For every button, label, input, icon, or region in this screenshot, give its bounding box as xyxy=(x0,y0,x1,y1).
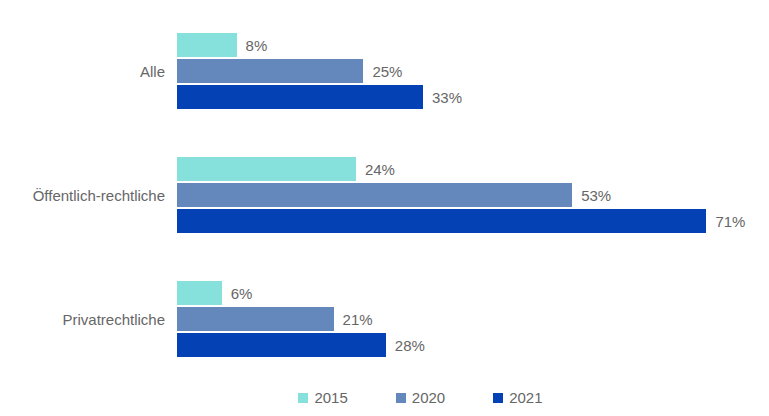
bar-2021-alle[interactable] xyxy=(177,85,423,109)
bar-2021-ffentlich-rechtliche[interactable] xyxy=(177,209,706,233)
value-label: 24% xyxy=(365,161,395,178)
category-group-alle: Alle 8% 25% 33% xyxy=(0,33,745,109)
value-label: 8% xyxy=(246,37,268,54)
legend-label: 2021 xyxy=(509,389,542,406)
value-label: 71% xyxy=(715,213,745,230)
bar-row: 8% xyxy=(177,33,462,57)
value-label: 21% xyxy=(343,311,373,328)
category-label: Öffentlich-rechtliche xyxy=(0,187,165,204)
legend-item-2015[interactable]: 2015 xyxy=(298,389,347,406)
category-group-privatrechtliche: Privatrechtliche 6% 21% 28% xyxy=(0,281,745,357)
bar-rows: 6% 21% 28% xyxy=(177,281,425,357)
bar-row: 33% xyxy=(177,85,462,109)
category-label: Alle xyxy=(0,63,165,80)
bar-row: 24% xyxy=(177,157,745,181)
bar-row: 53% xyxy=(177,183,745,207)
report-canvas: Alle 8% 25% 33% Öffentlich-rechtliche 24% 53% 7… xyxy=(0,0,769,416)
bar-2015-privatrechtliche[interactable] xyxy=(177,281,222,305)
bar-rows: 8% 25% 33% xyxy=(177,33,462,109)
category-group-ffentlich-rechtliche: Öffentlich-rechtliche 24% 53% 71% xyxy=(0,157,745,233)
bar-2020-ffentlich-rechtliche[interactable] xyxy=(177,183,572,207)
value-label: 53% xyxy=(581,187,611,204)
legend-label: 2020 xyxy=(412,389,445,406)
bar-row: 6% xyxy=(177,281,425,305)
value-label: 6% xyxy=(231,285,253,302)
legend-swatch-2021 xyxy=(493,393,503,403)
bar-row: 25% xyxy=(177,59,462,83)
bar-2015-alle[interactable] xyxy=(177,33,237,57)
legend-swatch-2015 xyxy=(298,393,308,403)
legend-item-2020[interactable]: 2020 xyxy=(396,389,445,406)
bar-row: 71% xyxy=(177,209,745,233)
category-label: Privatrechtliche xyxy=(0,311,165,328)
bar-2020-alle[interactable] xyxy=(177,59,363,83)
value-label: 25% xyxy=(372,63,402,80)
bar-rows: 24% 53% 71% xyxy=(177,157,745,233)
bar-chart-plot: Alle 8% 25% 33% Öffentlich-rechtliche 24% 53% 7… xyxy=(0,33,745,357)
legend-label: 2015 xyxy=(314,389,347,406)
bar-2015-ffentlich-rechtliche[interactable] xyxy=(177,157,356,181)
bar-2021-privatrechtliche[interactable] xyxy=(177,333,386,357)
value-label: 28% xyxy=(395,337,425,354)
bar-2020-privatrechtliche[interactable] xyxy=(177,307,334,331)
legend-swatch-2020 xyxy=(396,393,406,403)
bar-row: 28% xyxy=(177,333,425,357)
chart-legend: 2015 2020 2021 xyxy=(0,389,769,406)
value-label: 33% xyxy=(432,89,462,106)
bar-row: 21% xyxy=(177,307,425,331)
legend-item-2021[interactable]: 2021 xyxy=(493,389,542,406)
